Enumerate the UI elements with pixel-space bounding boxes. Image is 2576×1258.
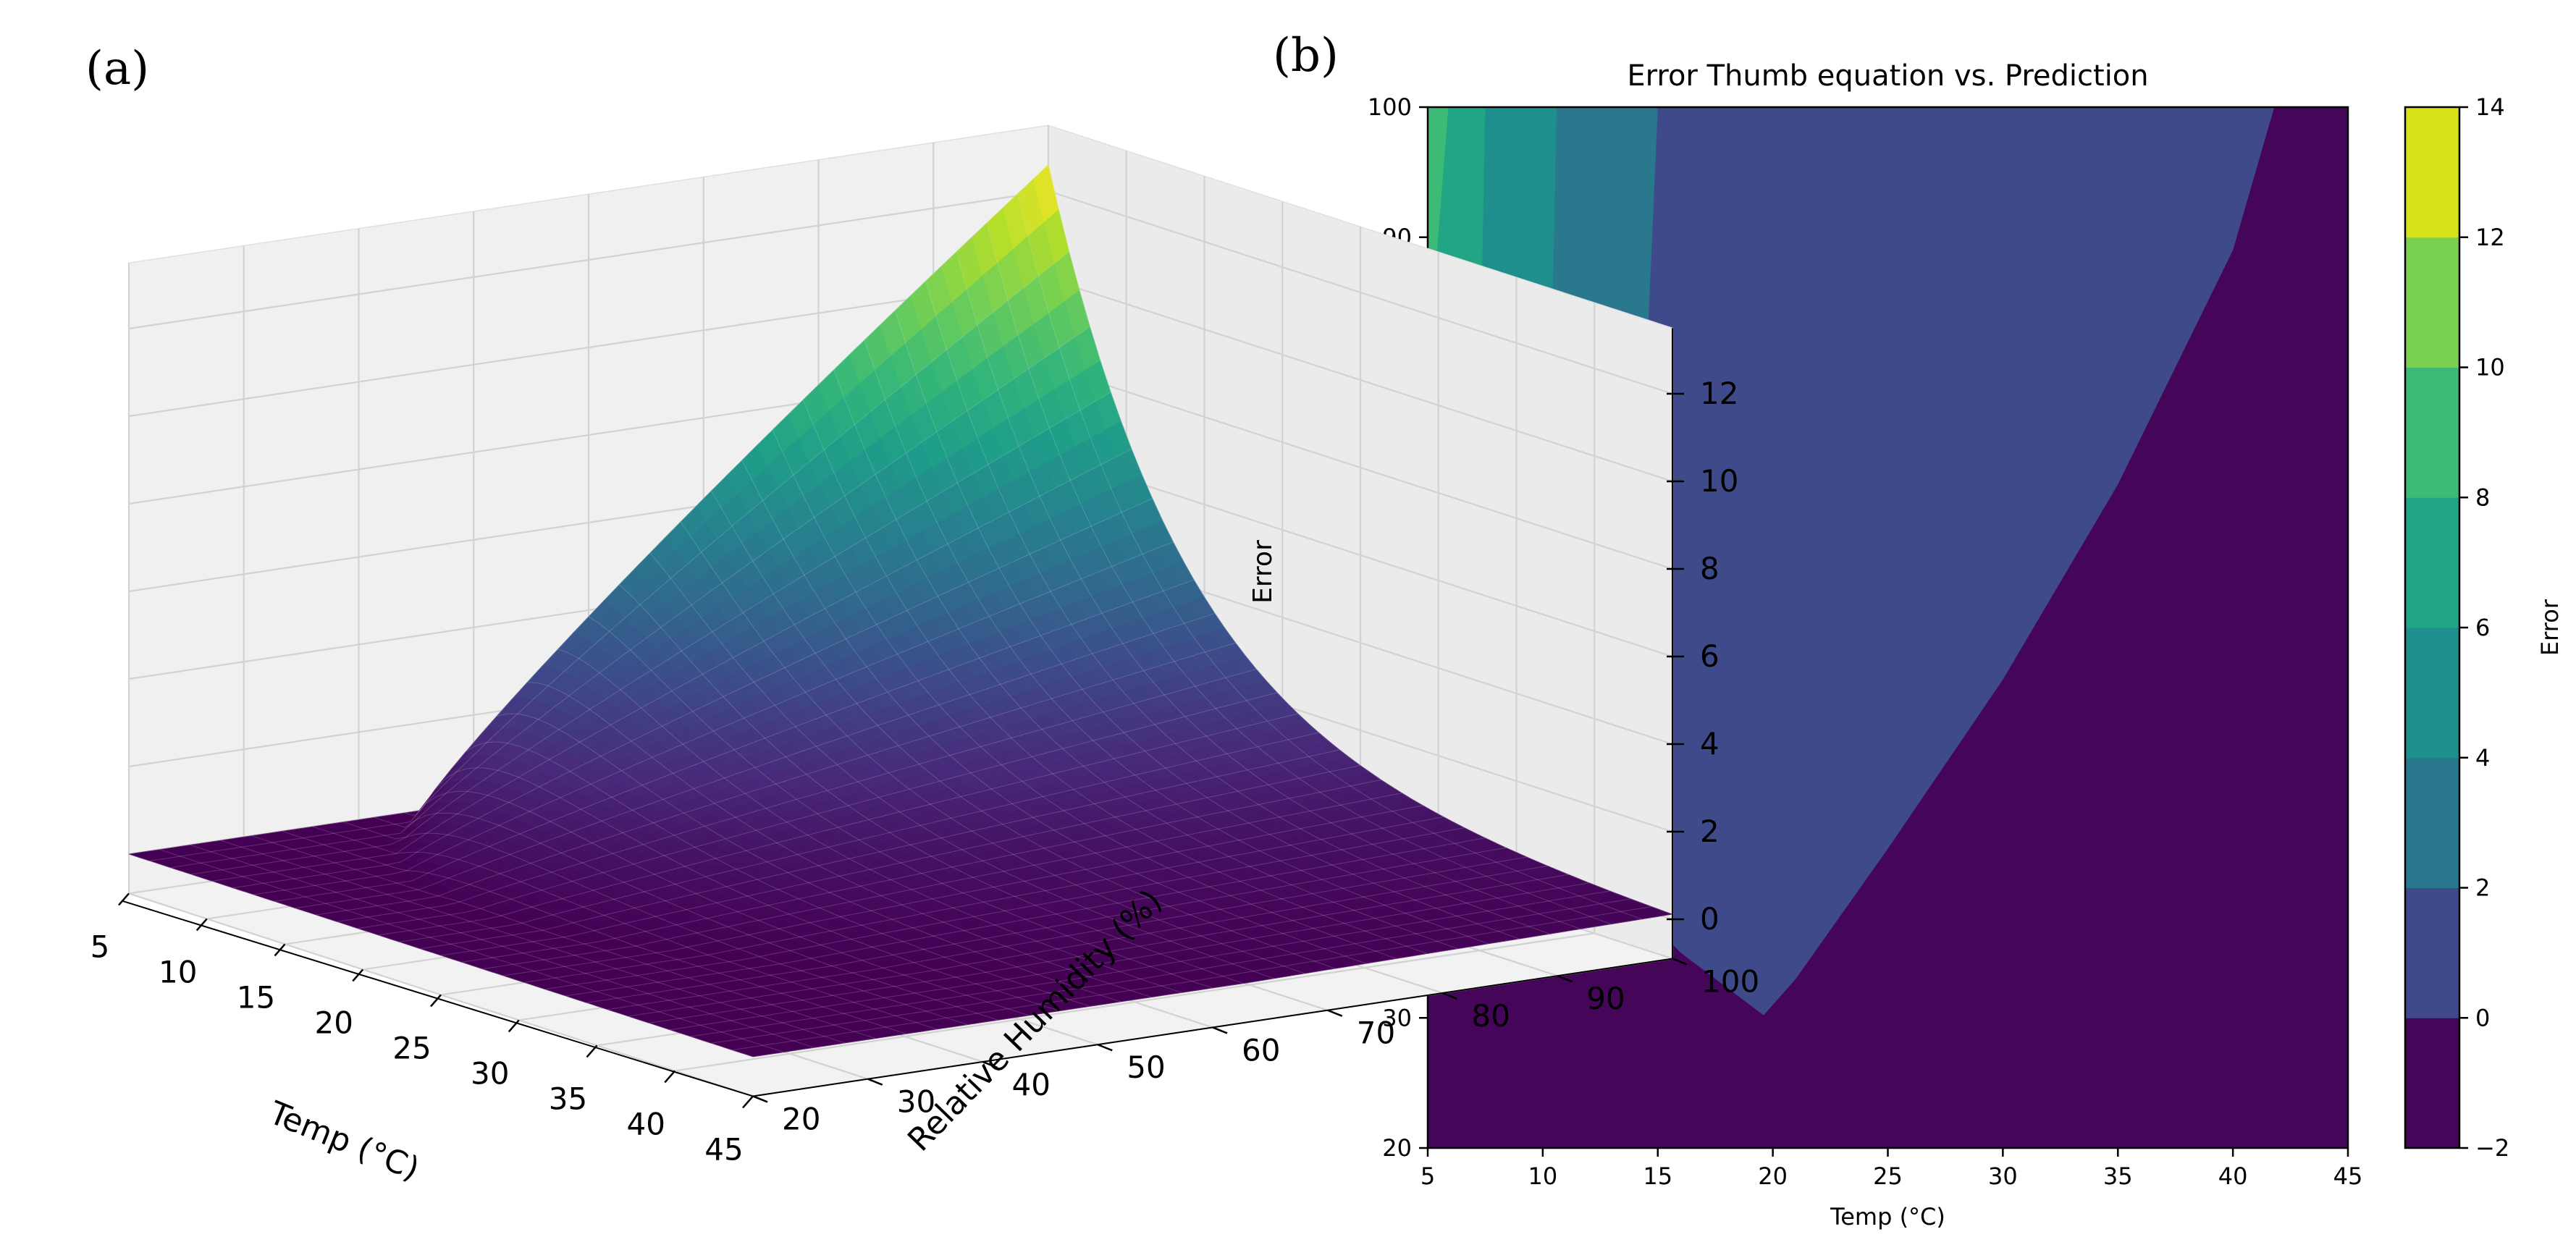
- z-tick-label-a: 0: [1700, 901, 1720, 937]
- x-tick-mark-a: [742, 1095, 754, 1109]
- x-tick-mark-a: [274, 943, 286, 957]
- x-tick-label-b: 30: [1988, 1162, 2018, 1190]
- z-tick-label-a: 2: [1700, 814, 1720, 849]
- x-tick-mark-a: [118, 892, 130, 906]
- contour-title: Error Thumb equation vs. Prediction: [1627, 59, 2148, 93]
- y-tick-mark-a: [1327, 1009, 1343, 1017]
- y-tick-label-a: 70: [1357, 1016, 1395, 1051]
- x-tick-label-a: 10: [159, 954, 197, 989]
- x-tick-label-a: 15: [237, 979, 275, 1015]
- y-tick-label-a: 60: [1242, 1032, 1280, 1068]
- surface-mesh: [128, 164, 1674, 1058]
- y-tick-mark-a: [1097, 1044, 1113, 1052]
- colorbar-label: Error: [2536, 599, 2564, 656]
- y-tick-label-b: 30: [1382, 1004, 1412, 1031]
- colorbar-swatch: [2405, 757, 2459, 888]
- y-tick-label-a: 90: [1586, 981, 1625, 1016]
- colorbar-swatch: [2405, 1018, 2459, 1149]
- x-tick-label-a: 25: [392, 1030, 431, 1065]
- x-tick-label-b: 45: [2333, 1162, 2363, 1190]
- x-tick-label-b: 25: [1873, 1162, 1903, 1190]
- colorbar-swatch: [2405, 887, 2459, 1018]
- y-tick-mark-a: [752, 1095, 768, 1103]
- colorbar: [2404, 106, 2468, 1149]
- z-tick-label-a: 6: [1700, 638, 1720, 674]
- contour-level-10-12: [1428, 107, 1449, 368]
- x-tick-label-a: 45: [704, 1131, 743, 1167]
- x-tick-label-b: 15: [1643, 1162, 1672, 1190]
- contour-x-label: Temp (°C): [1830, 1203, 1945, 1230]
- x-tick-label-b: 5: [1420, 1162, 1435, 1190]
- colorbar-tick-label: −2: [2475, 1134, 2509, 1162]
- z-tick-label-a: 8: [1700, 551, 1720, 586]
- z-tick-label-a: 12: [1700, 376, 1738, 411]
- x-tick-label-a: 40: [627, 1106, 665, 1141]
- x-tick-label-a: 35: [549, 1081, 587, 1116]
- y-tick-label-b: 20: [1382, 1134, 1412, 1162]
- x-tick-mark-a: [586, 1044, 598, 1058]
- z-tick-label-a: 10: [1700, 463, 1738, 499]
- surface-x-label: Temp (°C): [264, 1094, 424, 1188]
- colorbar-tick-label: 2: [2475, 874, 2490, 902]
- colorbar-tick-label: 6: [2475, 614, 2490, 641]
- surface-plot: [118, 124, 1688, 1109]
- colorbar-tick-label: 4: [2475, 744, 2490, 772]
- colorbar-swatch: [2405, 107, 2459, 238]
- x-tick-mark-a: [664, 1070, 676, 1084]
- x-tick-label-a: 20: [315, 1005, 353, 1040]
- y-tick-label-a: 100: [1701, 963, 1759, 999]
- panel-label-a: (a): [85, 42, 150, 96]
- colorbar-tick-label: 8: [2475, 484, 2490, 511]
- panel-label-b: (b): [1273, 29, 1339, 83]
- x-tick-label-b: 35: [2103, 1162, 2133, 1190]
- x-tick-label-a: 5: [91, 929, 110, 964]
- y-tick-label-a: 40: [1012, 1067, 1051, 1102]
- y-tick-label-a: 80: [1472, 998, 1510, 1034]
- x-tick-label-b: 40: [2218, 1162, 2248, 1190]
- surface-z-label: Error: [1248, 540, 1278, 604]
- colorbar-tick-label: 14: [2475, 93, 2505, 121]
- y-tick-mark-a: [1212, 1026, 1228, 1034]
- y-tick-label-a: 20: [782, 1101, 820, 1136]
- colorbar-swatch: [2405, 367, 2459, 498]
- y-tick-label-a: 50: [1127, 1050, 1165, 1085]
- y-tick-label-b: 100: [1368, 93, 1412, 121]
- colorbar-swatch: [2405, 497, 2459, 628]
- x-tick-label-b: 20: [1758, 1162, 1788, 1190]
- colorbar-swatch: [2405, 628, 2459, 759]
- x-tick-label-b: 10: [1528, 1162, 1558, 1190]
- colorbar-tick-label: 0: [2475, 1004, 2490, 1031]
- colorbar-tick-label: 10: [2475, 354, 2505, 381]
- colorbar-swatch: [2405, 237, 2459, 368]
- y-tick-mark-a: [867, 1078, 883, 1086]
- colorbar-tick-label: 12: [2475, 224, 2505, 251]
- x-tick-label-a: 30: [471, 1055, 509, 1091]
- z-tick-label-a: 4: [1700, 726, 1720, 761]
